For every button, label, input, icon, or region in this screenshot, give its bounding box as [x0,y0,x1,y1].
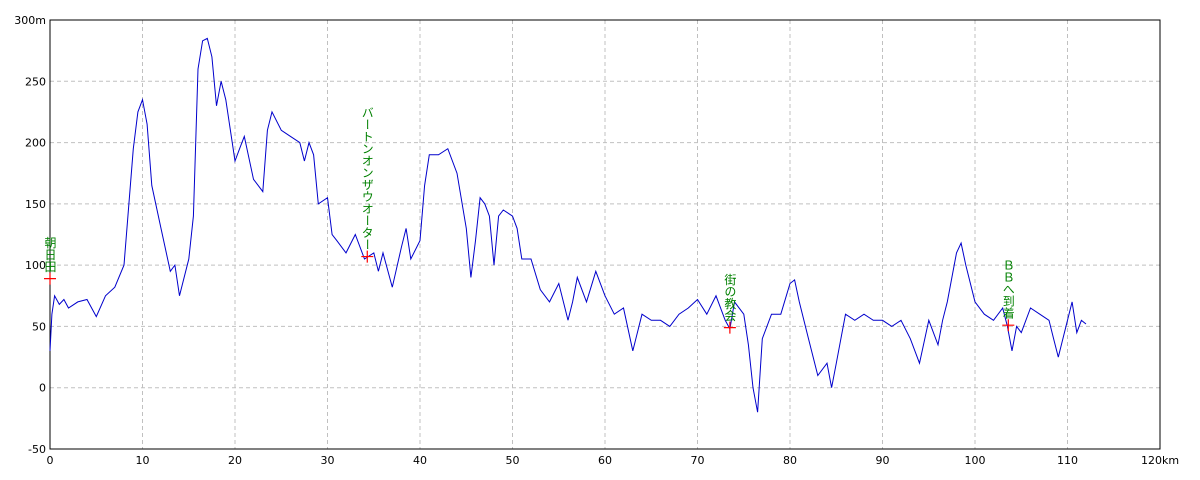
x-tick-label: 40 [413,454,427,467]
annotation-marker [44,272,56,285]
annotation-marker [723,321,736,334]
elevation-line [49,37,1087,413]
annotation-text: ＢＢへ到着 [1001,259,1015,320]
x-tick-label: 20 [228,454,242,467]
y-tick-label: 100 [25,259,46,272]
x-tick-label: 70 [691,454,705,467]
x-tick-label: 60 [598,454,612,467]
x-tick-label: 120km [1141,454,1179,467]
x-tick-label: 30 [321,454,335,467]
y-tick-label: 250 [25,75,46,88]
y-tick-label: 50 [32,320,46,333]
annotation-text: 朝日田 [43,236,57,272]
y-tick-label: 0 [39,382,46,395]
x-tick-label: 80 [783,454,797,467]
y-tick-label: 200 [25,137,46,150]
x-tick-label: 100 [965,454,986,467]
x-tick-label: 110 [1057,454,1078,467]
x-tick-label: 10 [136,454,150,467]
plot-frame [49,19,1161,450]
annotation-text: バートンオンザウオーター [360,107,374,251]
y-tick-label: -50 [28,443,46,456]
annotation-text: 街の教会 [723,273,737,322]
annotation-marker [1002,319,1015,332]
annotation-marker [361,250,374,263]
y-tick-label: 300m [14,14,46,27]
x-tick-label: 50 [506,454,520,467]
x-tick-label: 0 [47,454,54,467]
x-tick-label: 90 [876,454,890,467]
y-tick-label: 150 [25,198,46,211]
